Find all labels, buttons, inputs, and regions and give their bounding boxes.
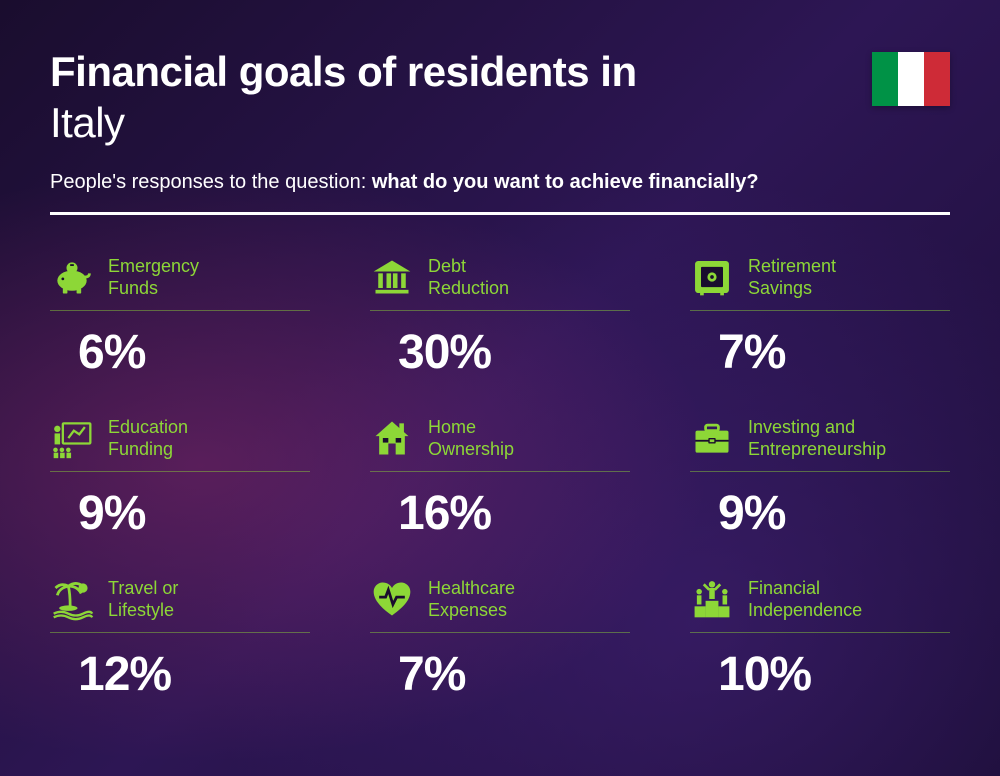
header: Financial goals of residents in Italy Pe… [50,48,950,215]
stat-head: DebtReduction [370,255,630,311]
stat-retirement-savings: RetirementSavings 7% [690,255,950,380]
flag-stripe [924,52,950,106]
flag-italy [872,52,950,106]
stat-value: 10% [718,647,950,702]
presentation-icon [50,416,94,460]
stat-value: 6% [78,325,310,380]
stat-education-funding: EducationFunding 9% [50,416,310,541]
palm-icon [50,577,94,621]
briefcase-icon [690,416,734,460]
stat-value: 7% [718,325,950,380]
flag-stripe [872,52,898,106]
stat-healthcare-expenses: HealthcareExpenses 7% [370,577,630,702]
house-icon [370,416,414,460]
stat-head: HomeOwnership [370,416,630,472]
stat-travel-lifestyle: Travel orLifestyle 12% [50,577,310,702]
stat-emergency-funds: EmergencyFunds 6% [50,255,310,380]
title-line1: Financial goals of residents in [50,48,950,96]
stat-value: 7% [398,647,630,702]
flag-stripe [898,52,924,106]
stat-label: Travel orLifestyle [108,577,178,622]
stat-label: Investing andEntrepreneurship [748,416,886,461]
subtitle-prefix: People's responses to the question: [50,171,372,193]
stat-head: HealthcareExpenses [370,577,630,633]
stat-head: RetirementSavings [690,255,950,311]
divider [50,212,950,215]
subtitle: People's responses to the question: what… [50,171,950,194]
stat-value: 12% [78,647,310,702]
stat-label: HomeOwnership [428,416,514,461]
heart-pulse-icon [370,577,414,621]
stat-home-ownership: HomeOwnership 16% [370,416,630,541]
stat-label: RetirementSavings [748,255,836,300]
stat-value: 9% [718,486,950,541]
stat-value: 9% [78,486,310,541]
stat-investing-entrepreneurship: Investing andEntrepreneurship 9% [690,416,950,541]
safe-icon [690,255,734,299]
stats-grid: EmergencyFunds 6% DebtReduction 30% Reti… [50,255,950,702]
stat-financial-independence: FinancialIndependence 10% [690,577,950,702]
stat-label: HealthcareExpenses [428,577,515,622]
stat-value: 16% [398,486,630,541]
stat-debt-reduction: DebtReduction 30% [370,255,630,380]
podium-icon [690,577,734,621]
title-line2: Italy [50,98,950,148]
stat-head: Travel orLifestyle [50,577,310,633]
stat-label: DebtReduction [428,255,509,300]
subtitle-bold: what do you want to achieve financially? [372,171,759,193]
piggy-bank-icon [50,255,94,299]
stat-head: EmergencyFunds [50,255,310,311]
stat-head: EducationFunding [50,416,310,472]
stat-label: EmergencyFunds [108,255,199,300]
stat-head: FinancialIndependence [690,577,950,633]
stat-label: EducationFunding [108,416,188,461]
stat-head: Investing andEntrepreneurship [690,416,950,472]
stat-label: FinancialIndependence [748,577,862,622]
stat-value: 30% [398,325,630,380]
bank-icon [370,255,414,299]
